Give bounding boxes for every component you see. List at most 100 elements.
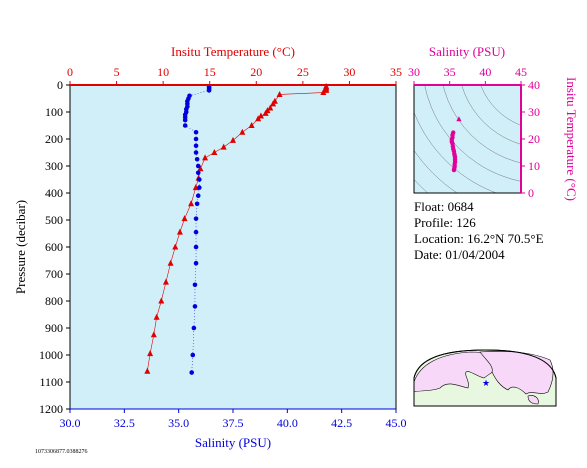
temperature-point (255, 115, 262, 122)
pressure-tick-label: 600 (45, 240, 63, 254)
ts-temperature-tick-label: 40 (528, 78, 540, 92)
temperature-point (172, 243, 179, 250)
temperature-point (276, 90, 283, 97)
temperature-point (147, 350, 154, 357)
pressure-tick-label: 1100 (39, 375, 63, 389)
salinity-point (195, 163, 201, 169)
temperature-point (197, 165, 204, 172)
salinity-point (206, 88, 212, 93)
salinity-point (182, 117, 188, 123)
pressure-tick-label: 100 (45, 105, 63, 119)
temperature-tick-label: 30 (343, 65, 355, 79)
ts-salinity-title: Salinity (PSU) (429, 44, 505, 59)
temperature-point (167, 259, 174, 266)
salinity-point (193, 229, 199, 235)
ts-temperature-tick-label: 10 (528, 159, 540, 173)
pressure-tick-label: 1000 (39, 348, 63, 362)
salinity-point (197, 185, 202, 190)
ts-point (451, 167, 457, 173)
temperature-point (188, 200, 195, 207)
salinity-point (194, 156, 200, 162)
profile-chart: 0 5 10 15 20 25 30 35 30.0 32.5 35.0 37.5 40.0 42.5 45… (13, 44, 407, 450)
ts-temperature-tick-label: 30 (528, 105, 540, 119)
pressure-tick-label: 800 (45, 294, 63, 308)
salinity-point (193, 143, 199, 149)
ts-temperature-tick-label: 20 (528, 132, 540, 146)
ts-temperature-tick-label: 0 (528, 186, 534, 200)
salinity-point (193, 136, 199, 142)
salinity-point (195, 193, 201, 198)
temperature-tick-label: 10 (157, 65, 169, 79)
pressure-tick-label: 200 (45, 132, 63, 146)
profile-plot-area (70, 85, 396, 409)
pressure-tick-label: 1200 (39, 402, 63, 416)
pressure-tick-label: 500 (45, 213, 63, 227)
temperature-point (144, 367, 151, 374)
salinity-point (191, 325, 197, 331)
temperature-point (257, 112, 264, 119)
temperature-tick-label: 0 (67, 65, 73, 79)
temperature-point (323, 86, 330, 93)
salinity-point (193, 244, 199, 250)
salinity-tick-label: 42.5 (331, 416, 352, 430)
pressure-tick-label: 400 (45, 186, 63, 200)
map-land-asia (479, 350, 554, 395)
salinity-point (182, 123, 188, 128)
temperature-point (239, 128, 246, 135)
salinity-tick-label: 40.0 (277, 416, 298, 430)
temperature-point (270, 100, 277, 107)
salinity-tick-label: 30.0 (60, 416, 81, 430)
salinity-point (194, 201, 200, 207)
profile-number: Profile: 126 (414, 215, 476, 230)
float-location-marker: ★ (482, 378, 490, 388)
temperature-point (267, 104, 274, 111)
date: Date: 01/04/2004 (414, 247, 505, 262)
map-frame (413, 349, 557, 407)
salinity-axis-title: Salinity (PSU) (195, 435, 271, 450)
ts-plot-area (414, 85, 521, 193)
temperature-point (211, 149, 218, 155)
pressure-tick-label: 900 (45, 321, 63, 335)
temperature-point (150, 331, 157, 338)
salinity-point (190, 352, 196, 358)
salinity-point (189, 370, 195, 375)
temperature-point (202, 154, 209, 161)
pressure-tick-label: 700 (45, 267, 63, 281)
location-map: ★ (413, 349, 557, 407)
temperature-point (158, 297, 165, 304)
ts-salinity-tick-label: 40 (479, 65, 491, 79)
temperature-point (176, 228, 183, 235)
salinity-point (195, 170, 201, 176)
temperature-tick-label: 25 (297, 65, 309, 79)
temperature-point (262, 109, 269, 116)
temperature-point (162, 278, 169, 285)
temperature-point (248, 122, 255, 128)
temperature-tick-label: 35 (390, 65, 402, 79)
temperature-axis-title: Insitu Temperature (°C) (171, 44, 295, 59)
pressure-axis-title: Pressure (decibar) (13, 200, 28, 294)
pressure-tick-label: 0 (57, 78, 63, 92)
temperature-point (220, 143, 227, 150)
ts-salinity-tick-label: 35 (444, 65, 456, 79)
temperature-point (153, 313, 160, 320)
salinity-tick-label: 45.0 (386, 416, 407, 430)
footer-code: 1073306877.0388276 (35, 449, 88, 455)
temperature-point (320, 89, 327, 96)
temperature-tick-label: 5 (114, 65, 120, 79)
salinity-point (193, 216, 199, 221)
salinity-point (192, 304, 198, 309)
temperature-point (230, 136, 236, 143)
float-info: Float: 0684 Profile: 126 Location: 16.2°… (414, 199, 544, 262)
float-id: Float: 0684 (414, 199, 474, 214)
ts-salinity-tick-label: 30 (408, 65, 420, 79)
salinity-tick-label: 32.5 (114, 416, 135, 430)
temperature-tick-label: 20 (250, 65, 262, 79)
salinity-point (197, 177, 202, 182)
pressure-tick-label: 300 (45, 159, 63, 173)
map-land-islands (527, 395, 539, 405)
temperature-point (181, 215, 188, 222)
map-land-africa-arabia (413, 351, 506, 393)
temperature-tick-label: 15 (204, 65, 216, 79)
